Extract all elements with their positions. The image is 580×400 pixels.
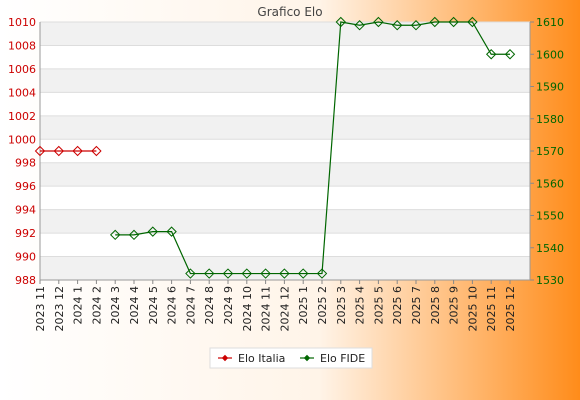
- series-point-0: [53, 145, 65, 157]
- legend-label: Elo FIDE: [320, 352, 365, 365]
- series-point-1: [147, 226, 159, 237]
- x-tick-label: 2023 12: [53, 286, 66, 332]
- series-point-1: [166, 226, 177, 237]
- plot-band: [40, 256, 530, 280]
- y-right-tick-label: 1540: [536, 242, 564, 255]
- plot-band: [40, 209, 530, 234]
- x-tick-label: 2025 12: [504, 286, 517, 332]
- x-tick-label: 2024 2: [90, 286, 103, 325]
- chart-title: Grafico Elo: [257, 5, 322, 19]
- series-point-1: [504, 49, 516, 60]
- x-tick-label: 2025 6: [391, 286, 404, 325]
- x-tick-label: 2024 11: [260, 286, 273, 332]
- y-left-tick-label: 998: [15, 157, 36, 170]
- x-tick-label: 2024 9: [222, 286, 235, 325]
- series-point-1: [222, 268, 234, 279]
- series-point-1: [241, 268, 253, 279]
- plot-background: [40, 22, 530, 280]
- series-point-1: [109, 229, 121, 241]
- x-tick-label: 2025 11: [485, 286, 498, 332]
- x-tick-label: 2024 1: [72, 286, 85, 325]
- x-tick-label: 2024 3: [109, 286, 122, 325]
- legend: Elo Italia Elo FIDE: [209, 347, 373, 369]
- x-tick-label: 2024 7: [184, 286, 197, 325]
- series-point-1: [128, 229, 140, 241]
- series-point-1: [203, 268, 215, 279]
- series-point-1: [391, 20, 403, 31]
- x-tick-label: 2025 2: [316, 286, 329, 325]
- x-tick-label: 2025 9: [448, 286, 461, 325]
- y-left-tick-label: 1008: [8, 39, 36, 52]
- x-tick-label: 2024 10: [241, 286, 254, 332]
- legend-swatch-marker: [221, 354, 229, 362]
- y-left-tick-label: 1000: [8, 133, 36, 146]
- y-left-tick-label: 992: [15, 227, 36, 240]
- x-tick-label: 2025 5: [372, 286, 385, 325]
- y-left-tick-label: 990: [15, 251, 36, 264]
- y-left-tick-label: 1004: [8, 86, 36, 99]
- series-point-1: [467, 16, 478, 28]
- series-point-1: [316, 268, 328, 279]
- plot-band: [40, 22, 530, 46]
- plot-area: [40, 22, 530, 280]
- x-tick-label: 2024 6: [166, 286, 179, 325]
- y-left-tick-label: 1006: [8, 63, 36, 76]
- y-left-tick-label: 994: [15, 204, 36, 217]
- legend-label: Elo Italia: [238, 352, 285, 365]
- series-point-1: [279, 268, 290, 279]
- series-layer: [34, 16, 516, 279]
- series-point-1: [485, 49, 497, 60]
- y-right-tick-label: 1600: [536, 48, 564, 61]
- y-right-tick-label: 1550: [536, 210, 564, 223]
- y-right-tick-label: 1530: [536, 274, 564, 287]
- plot-band: [40, 115, 530, 140]
- y-left-tick-label: 1002: [8, 110, 36, 123]
- series-point-0: [34, 145, 46, 157]
- series-point-1: [297, 268, 309, 279]
- y-left-tick-label: 988: [15, 274, 36, 287]
- plot-band: [40, 68, 530, 93]
- y-right-tick-label: 1580: [536, 113, 564, 126]
- series-point-0: [72, 145, 83, 157]
- grid-lines: [40, 21, 530, 281]
- y-right-tick-label: 1610: [536, 16, 564, 29]
- series-point-0: [91, 145, 102, 157]
- x-tick-label: 2024 4: [128, 286, 141, 325]
- series-point-1: [410, 20, 422, 31]
- x-tick-label: 2023 11: [34, 286, 47, 332]
- x-tick-label: 2025 4: [354, 286, 367, 325]
- x-tick-label: 2024 12: [278, 286, 291, 332]
- series-point-1: [335, 16, 347, 28]
- y-right-tick-label: 1570: [536, 145, 564, 158]
- series-point-1: [373, 16, 384, 28]
- series-point-1: [185, 268, 196, 279]
- x-tick-label: 2025 7: [410, 286, 423, 325]
- axes: 988 990 992 994 996 998 1000 1002 1004 1006 1008 10…: [8, 16, 564, 332]
- series-point-1: [260, 268, 271, 279]
- legend-swatch-marker: [303, 354, 311, 362]
- series-point-1: [429, 16, 441, 28]
- x-tick-label: 2025 3: [335, 286, 348, 325]
- y-left-tick-label: 1010: [8, 16, 36, 29]
- series-point-1: [354, 20, 365, 31]
- plot-band: [40, 162, 530, 187]
- x-tick-label: 2024 5: [147, 286, 160, 325]
- y-right-tick-label: 1560: [536, 177, 564, 190]
- y-right-tick-label: 1590: [536, 81, 564, 94]
- x-tick-label: 2025 1: [297, 286, 310, 325]
- x-tick-label: 2025 8: [429, 286, 442, 325]
- legend-box: [209, 347, 373, 369]
- y-left-tick-label: 996: [15, 180, 36, 193]
- x-tick-label: 2024 8: [203, 286, 216, 325]
- series-line-1: [115, 21, 510, 275]
- x-tick-label: 2025 10: [466, 286, 479, 332]
- series-point-1: [448, 16, 459, 28]
